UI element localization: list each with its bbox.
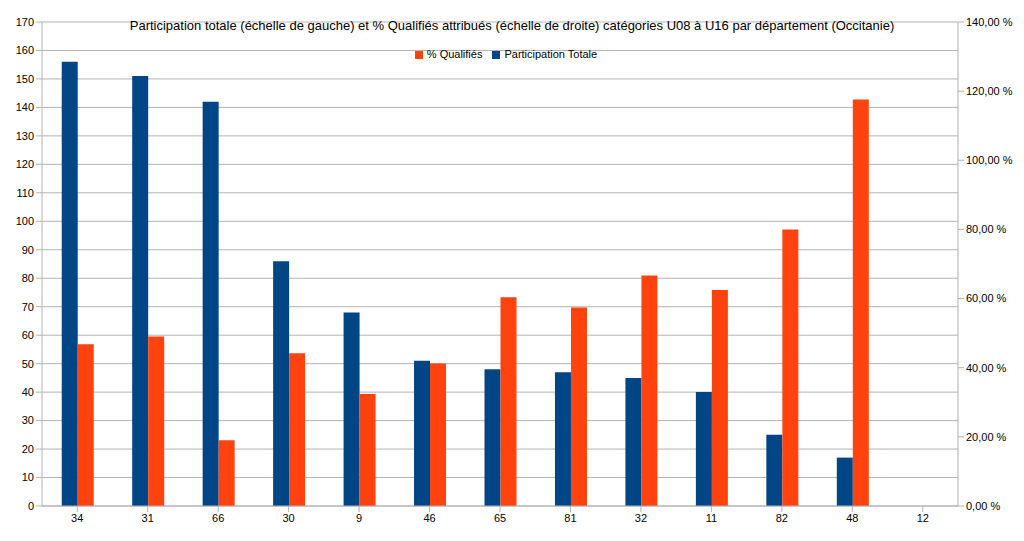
- svg-text:80: 80: [22, 272, 34, 284]
- svg-text:80,00 %: 80,00 %: [966, 223, 1007, 235]
- svg-text:30: 30: [22, 414, 34, 426]
- svg-text:32: 32: [635, 512, 647, 524]
- svg-text:48: 48: [846, 512, 858, 524]
- svg-text:110: 110: [16, 187, 34, 199]
- svg-text:31: 31: [142, 512, 154, 524]
- svg-text:20: 20: [22, 443, 34, 455]
- svg-text:30: 30: [282, 512, 294, 524]
- svg-text:140: 140: [16, 101, 34, 113]
- svg-text:20,00 %: 20,00 %: [966, 431, 1007, 443]
- svg-text:12: 12: [917, 512, 929, 524]
- svg-text:9: 9: [356, 512, 362, 524]
- svg-text:40: 40: [22, 386, 34, 398]
- svg-text:170: 170: [16, 16, 34, 28]
- svg-text:82: 82: [776, 512, 788, 524]
- svg-text:140,00 %: 140,00 %: [966, 16, 1013, 28]
- svg-text:100,00 %: 100,00 %: [966, 154, 1013, 166]
- svg-text:0: 0: [28, 500, 34, 512]
- svg-text:11: 11: [706, 512, 717, 524]
- svg-text:50: 50: [22, 358, 34, 370]
- svg-text:100: 100: [16, 215, 34, 227]
- svg-text:46: 46: [423, 512, 435, 524]
- svg-text:130: 130: [16, 130, 34, 142]
- html-text:% Qualifiés: % Qualifiés: [426, 48, 483, 60]
- svg-text:60,00 %: 60,00 %: [966, 292, 1007, 304]
- svg-text:34: 34: [71, 512, 83, 524]
- svg-text:70: 70: [22, 301, 34, 313]
- svg-text:90: 90: [22, 244, 34, 256]
- html-text:Participation Totale: Participation Totale: [504, 48, 598, 60]
- svg-text:10: 10: [22, 471, 34, 483]
- svg-text:120,00 %: 120,00 %: [966, 85, 1013, 97]
- svg-text:40,00 %: 40,00 %: [966, 362, 1007, 374]
- svg-text:60: 60: [22, 329, 34, 341]
- svg-text:0,00 %: 0,00 %: [966, 500, 1000, 512]
- svg-text:160: 160: [16, 44, 34, 56]
- svg-text:120: 120: [16, 158, 34, 170]
- svg-text:66: 66: [212, 512, 224, 524]
- svg-text:65: 65: [494, 512, 506, 524]
- svg-text:150: 150: [16, 73, 34, 85]
- html-text:Participation totale (échelle: Participation totale (échelle de gauche)…: [129, 18, 895, 33]
- svg-text:81: 81: [564, 512, 576, 524]
